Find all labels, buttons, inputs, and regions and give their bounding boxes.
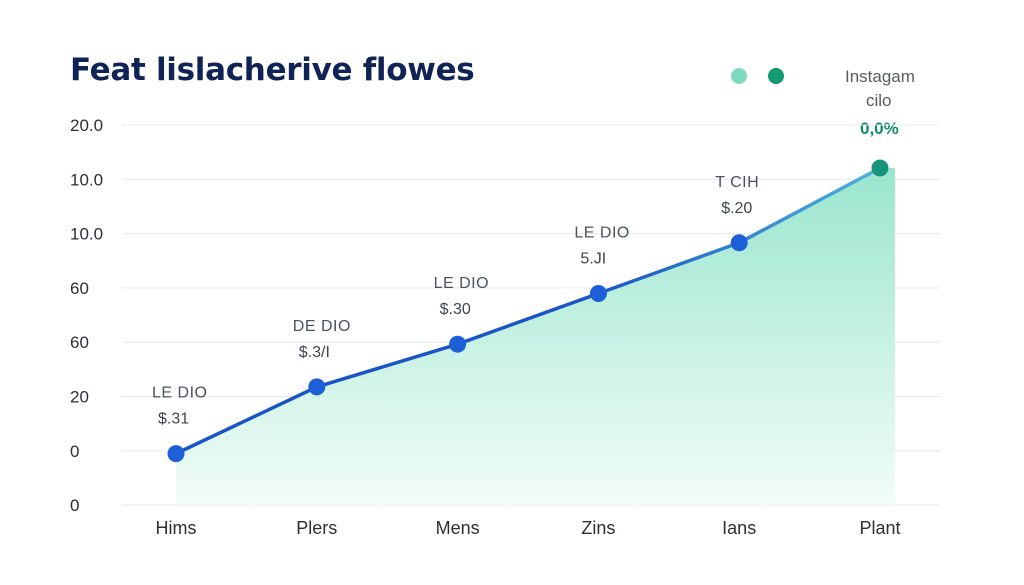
data-label-value: $.3/I [299, 344, 330, 361]
data-label-name: DE DIO [293, 318, 351, 335]
data-label-name: T CIH [715, 174, 759, 191]
legend-value: 0,0% [860, 119, 899, 138]
data-point [871, 159, 889, 177]
legend-label-line1: Instagam [845, 67, 915, 86]
data-label-value: $.20 [721, 200, 752, 217]
y-tick-label: 0 [70, 442, 79, 461]
y-tick-label: 60 [70, 333, 89, 352]
data-label-name: LE DIO [434, 275, 489, 292]
data-point [308, 378, 326, 396]
x-tick-label: Plant [859, 518, 900, 538]
series-line [174, 166, 882, 456]
data-label-value: 5.JI [580, 250, 606, 267]
x-tick-label: Mens [436, 518, 480, 538]
data-point [449, 335, 467, 353]
data-label-value: $.30 [440, 301, 471, 318]
x-tick-label: Ians [722, 518, 756, 538]
y-tick-label: 10.0 [70, 225, 103, 244]
x-tick-label: Plers [296, 518, 337, 538]
data-point [730, 234, 748, 252]
legend-label-line2: cilo [866, 91, 892, 110]
y-tick-label: 10.0 [70, 170, 103, 189]
y-tick-label: 20.0 [70, 116, 103, 135]
data-label-name: LE DIO [152, 385, 207, 402]
chart-title: Feat lislacherive flowes [70, 52, 475, 88]
data-point [589, 284, 607, 302]
y-tick-label: 0 [70, 496, 79, 515]
legend-dot-light [731, 68, 747, 84]
x-tick-label: Hims [156, 518, 197, 538]
y-tick-label: 60 [70, 279, 89, 298]
data-label-name: LE DIO [574, 224, 629, 241]
x-tick-label: Zins [581, 518, 615, 538]
y-tick-label: 20 [70, 388, 89, 407]
legend-dot-dark [768, 68, 784, 84]
data-label-value: $.31 [158, 411, 189, 428]
data-point [167, 445, 185, 463]
